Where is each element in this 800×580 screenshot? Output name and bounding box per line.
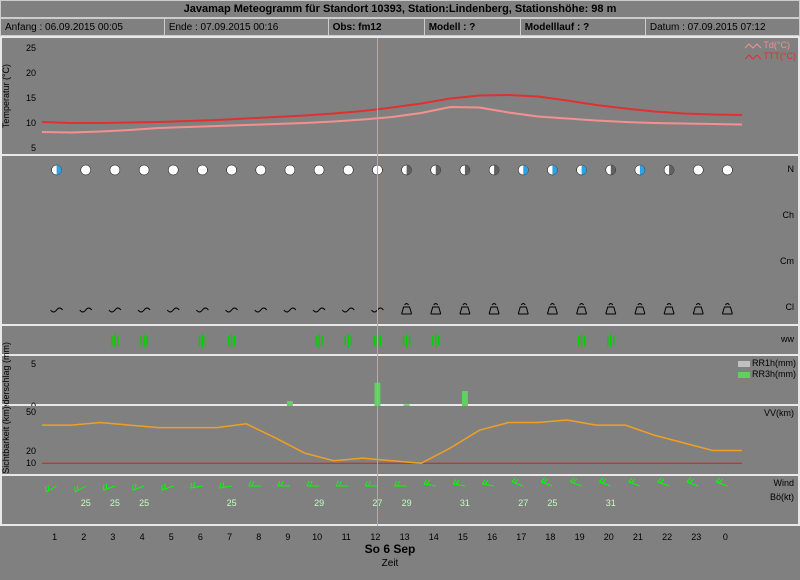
x-tick: 9 [285,532,290,542]
cursor-line [377,38,378,158]
temp-ytick: 25 [26,43,36,53]
svg-text:31: 31 [460,498,470,508]
title-text: Javamap Meteogramm für Standort 10393, S… [184,3,617,15]
cloud-panel: N Ch Cm Cl [0,156,800,326]
x-tick: 4 [140,532,145,542]
svg-text:31: 31 [606,498,616,508]
title-bar: Javamap Meteogramm für Standort 10393, S… [0,0,800,18]
info-datum: Datum : 07.09.2015 07:12 [646,18,800,36]
svg-text:25: 25 [227,498,237,508]
cloud-label-Cm: Cm [780,256,794,266]
x-tick: 15 [458,532,468,542]
svg-text:25: 25 [110,498,120,508]
precip-panel: Niederschlag (mm)05RR1h(mm)RR3h(mm) [0,356,800,406]
x-tick: 3 [110,532,115,542]
x-tick: 18 [545,532,555,542]
vis-ytick: 20 [26,446,36,456]
precip-legend: RR1h(mm)RR3h(mm) [738,358,796,380]
precip-ytick: 5 [31,359,36,369]
info-modelllauf: Modelllauf : ? [521,18,646,36]
temp-ytick: 20 [26,68,36,78]
svg-text:29: 29 [402,498,412,508]
x-tick: 13 [400,532,410,542]
temp-panel-ylabel: Temperatur (°C) [1,64,11,128]
panels-container: Temperatur (°C)510152025Td(°C)TTT(°C)NCh… [0,36,800,580]
x-tick: 11 [342,532,351,542]
svg-text:25: 25 [139,498,149,508]
info-anfang: Anfang : 06.09.2015 00:05 [1,18,165,36]
x-zeit-label: Zeit [382,558,399,569]
info-modell: Modell : ? [425,18,521,36]
temp-ytick: 15 [26,93,36,103]
wind-panel: 2525252529272931272531WindBö(kt) [0,476,800,526]
svg-text:27: 27 [518,498,528,508]
x-tick: 17 [516,532,526,542]
x-tick: 7 [227,532,232,542]
x-tick: 8 [256,532,261,542]
x-tick: 2 [81,532,86,542]
x-tick: 0 [723,532,728,542]
cursor-line [377,156,378,326]
cloud-label-Cl: Cl [786,302,795,312]
info-ende: Ende : 07.09.2015 00:16 [165,18,329,36]
wind-label: Wind [773,478,794,488]
meteogram-root: Javamap Meteogramm für Standort 10393, S… [0,0,800,580]
visibility-panel: Sichtbarkeit (km) 10 20 50 VV(km) [0,406,800,476]
ww-panel: ww [0,326,800,356]
x-tick: 16 [487,532,497,542]
ww-label: ww [781,334,794,344]
x-tick: 19 [575,532,585,542]
cloud-label-N: N [788,164,795,174]
cursor-line [377,476,378,526]
x-tick: 20 [604,532,614,542]
x-date-label: So 6 Sep [365,542,416,556]
vis-ytick: 50 [26,407,36,417]
cursor-line [377,406,378,476]
x-tick: 5 [169,532,174,542]
boe-label: Bö(kt) [770,492,794,502]
temp-ytick: 5 [31,143,36,153]
x-tick: 23 [691,532,701,542]
x-tick: 22 [662,532,672,542]
vis-label: VV(km) [764,408,794,418]
x-tick: 6 [198,532,203,542]
cursor-line [377,326,378,356]
visibility-panel-ylabel: Sichtbarkeit (km) [1,406,11,474]
cloud-label-Ch: Ch [782,210,794,220]
x-tick: 12 [370,532,380,542]
svg-text:29: 29 [314,498,324,508]
x-tick: 10 [312,532,322,542]
temp-legend: Td(°C)TTT(°C) [745,40,796,62]
info-bar: Anfang : 06.09.2015 00:05 Ende : 07.09.2… [0,18,800,36]
temp-ytick: 10 [26,118,36,128]
svg-text:25: 25 [547,498,557,508]
temp-panel: Temperatur (°C) 5 10 15 20 25 Td(°C)TTT(°C) [0,36,800,156]
x-tick: 1 [52,532,57,542]
x-tick: 14 [429,532,439,542]
vis-ytick: 10 [26,458,36,468]
x-axis: 12345678910111213141516171819202122230So… [0,526,800,566]
svg-text:25: 25 [81,498,91,508]
x-tick: 21 [633,532,643,542]
info-obs: Obs: fm12 [329,18,425,36]
cursor-line [377,356,378,406]
